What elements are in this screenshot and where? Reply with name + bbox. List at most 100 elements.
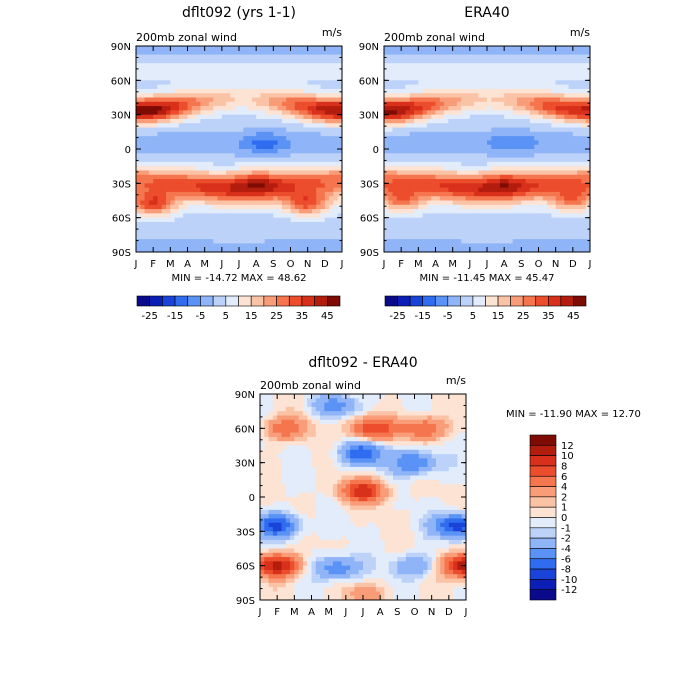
heat-cell [414, 71, 419, 77]
heat-cell [418, 161, 424, 167]
heat-cell [247, 196, 253, 201]
heat-cell [435, 144, 441, 150]
heat-cell [384, 110, 389, 116]
heat-cell [251, 97, 257, 103]
heat-cell [409, 239, 415, 244]
heat-cell [409, 243, 415, 249]
heat-cell [166, 161, 171, 167]
heat-cell [491, 183, 496, 189]
heat-cell [444, 157, 449, 163]
heat-cell [426, 123, 432, 128]
heat-cell [555, 230, 561, 236]
heat-cell [555, 204, 561, 210]
heat-cell [230, 123, 236, 128]
heat-cell [564, 93, 569, 98]
heat-cell [226, 54, 231, 60]
heat-cell [307, 191, 313, 197]
heat-cell [542, 67, 548, 73]
heat-cell [555, 136, 561, 141]
heat-cell [529, 230, 535, 236]
heat-cell [469, 204, 475, 210]
heat-cell [217, 127, 223, 133]
heat-cell [499, 183, 505, 189]
heat-cell [409, 140, 415, 146]
heat-cell [555, 140, 561, 146]
heat-cell [426, 183, 432, 189]
heat-cell [290, 183, 296, 189]
heat-cell [256, 166, 261, 171]
heat-cell [226, 213, 231, 219]
heat-cell [187, 230, 193, 236]
heat-cell [439, 187, 445, 193]
heat-cell [251, 54, 257, 60]
heat-cell [204, 63, 210, 68]
heat-cell [290, 131, 296, 137]
heat-cell [551, 230, 557, 236]
heat-cell [140, 191, 145, 197]
heat-cell [226, 127, 231, 133]
heat-cell [286, 114, 291, 120]
heat-cell [444, 179, 449, 184]
heat-cell [140, 221, 145, 227]
heat-cell [478, 97, 484, 103]
heat-cell [577, 183, 582, 189]
heat-cell [517, 204, 522, 210]
heat-cell [422, 187, 428, 193]
heat-cell [405, 204, 411, 210]
heat-cell [564, 88, 569, 94]
heat-cell [547, 97, 552, 103]
heat-cell [482, 209, 488, 214]
heat-cell [478, 63, 484, 68]
heat-cell [508, 239, 514, 244]
heat-cell [405, 200, 411, 206]
heat-cell [144, 196, 150, 201]
heat-cell [174, 93, 180, 98]
heat-cell [311, 93, 317, 98]
heat-cell [247, 93, 253, 98]
heat-cell [422, 54, 428, 60]
heat-cell [521, 50, 527, 55]
heat-cell [153, 221, 158, 227]
heat-cell [148, 136, 154, 141]
heat-cell [333, 161, 339, 167]
heat-cell [456, 46, 462, 51]
heat-cell [414, 161, 419, 167]
heat-cell [161, 118, 167, 124]
heat-cell [461, 187, 466, 193]
heat-cell [396, 247, 402, 253]
heat-cell [409, 63, 415, 68]
heat-cell [311, 239, 317, 244]
heat-cell [140, 174, 145, 180]
heat-cell [324, 101, 330, 107]
heat-cell [213, 217, 218, 223]
heat-cell [234, 114, 240, 120]
heat-cell [478, 123, 484, 128]
heat-cell [568, 97, 574, 103]
heat-cell [538, 226, 544, 231]
heat-cell [136, 226, 141, 231]
heat-cell [277, 118, 283, 124]
heat-cell [161, 131, 167, 137]
heat-cell [426, 166, 432, 171]
heat-cell [264, 140, 270, 146]
heat-cell [286, 221, 291, 227]
heat-cell [204, 161, 210, 167]
heat-cell [183, 247, 188, 253]
heat-cell [388, 76, 393, 81]
heat-cell [148, 114, 154, 120]
heat-cell [269, 183, 274, 189]
heat-cell [166, 157, 171, 163]
heat-cell [453, 394, 458, 399]
heat-cell [157, 200, 163, 206]
heat-cell [461, 247, 466, 253]
heat-cell [337, 200, 343, 206]
heat-cell [405, 394, 411, 399]
heat-cell [452, 140, 458, 146]
heat-cell [286, 239, 291, 244]
heat-cell [487, 213, 492, 219]
heat-cell [251, 114, 257, 120]
heat-cell [456, 58, 462, 64]
heat-cell [221, 204, 227, 210]
heat-cell [290, 213, 296, 219]
heat-cell [542, 153, 548, 158]
